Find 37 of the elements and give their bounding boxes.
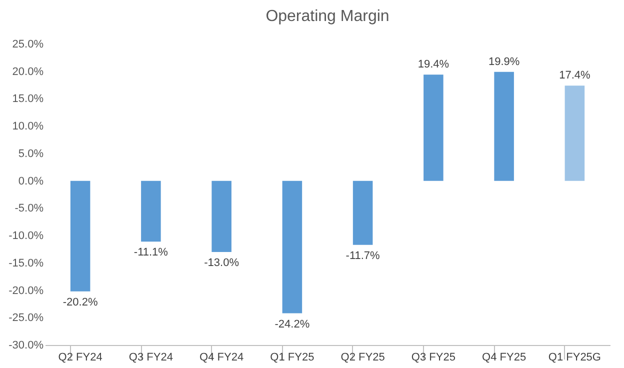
data-label: 19.4% [418,58,450,71]
y-tick-label: -5.0% [14,202,44,215]
bar [141,180,161,242]
x-tick-label: Q2 FY24 [58,352,102,364]
x-tick-label: Q2 FY25 [340,352,385,364]
bar [424,74,444,181]
x-tick-label: Q4 FY24 [200,352,244,364]
y-tick-label: 0.0% [18,175,44,188]
y-tick-label: 20.0% [12,66,44,78]
data-label: 19.9% [488,56,520,68]
bar [352,180,373,245]
data-label: -20.2% [62,296,98,308]
y-tick-label: 25.0% [12,38,44,50]
chart-title: Operating Margin [266,8,390,25]
x-tick-label: Q1 FY25G [548,352,601,364]
bar [70,180,90,292]
bar [282,180,302,314]
y-tick-label: 5.0% [18,148,44,160]
x-tick-label: Q1 FY25 [270,352,314,364]
y-tick-label: 10.0% [12,120,44,133]
y-tick-label: -25.0% [8,312,44,324]
data-label: -11.7% [346,250,380,262]
data-label: 17.4% [559,70,590,82]
x-tick-label: Q3 FY24 [128,352,173,364]
bar [212,180,232,252]
x-tick-label: Q3 FY25 [411,352,456,364]
y-tick-label: -30.0% [8,340,44,352]
x-tick-label: Q4 FY25 [482,352,526,364]
y-tick-label: -15.0% [8,257,44,270]
y-tick-label: 15.0% [12,93,44,106]
data-label: -13.0% [204,256,240,269]
data-label: -24.2% [274,318,310,330]
data-label: -11.1% [134,246,168,259]
y-tick-label: -10.0% [8,230,44,242]
bar [494,72,514,181]
y-tick-label: -20.0% [8,284,44,297]
bar [564,86,585,181]
